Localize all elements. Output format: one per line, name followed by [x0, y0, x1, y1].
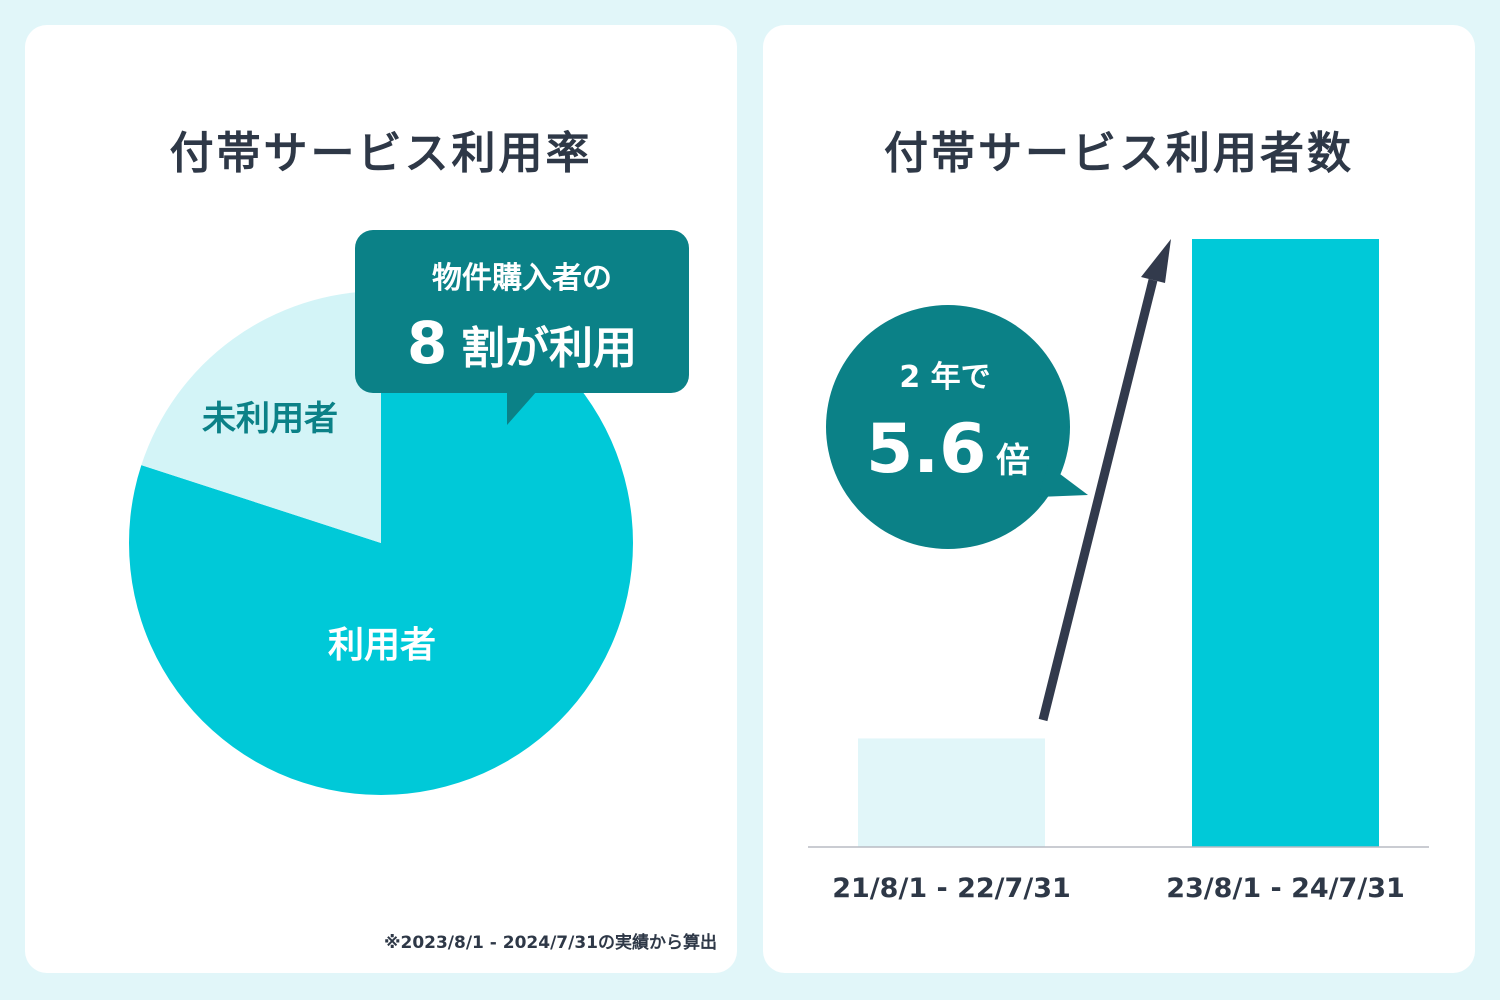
callout-bubble: 物件購入者の 8 割が利用	[355, 230, 689, 425]
badge-big-number: 5.6	[866, 410, 986, 489]
callout-big-number: 8	[407, 309, 447, 377]
bar-chart: 21/8/1 - 22/7/31 23/8/1 - 24/7/31 2 年で 5.…	[808, 239, 1429, 904]
callout-rest: 割が利用	[461, 323, 637, 374]
callout-line1: 物件購入者の	[432, 261, 612, 296]
slice-label-unused: 未利用者	[202, 399, 338, 439]
bar-1	[858, 738, 1045, 847]
badge-unit: 倍	[996, 441, 1030, 481]
growth-badge: 2 年で 5.6 倍	[826, 305, 1088, 549]
usage-rate-title: 付帯サービス利用率	[169, 128, 593, 179]
growth-arrow	[1038, 239, 1171, 722]
badge-line2: 5.6 倍	[866, 410, 1030, 489]
bar-labels: 21/8/1 - 22/7/31 23/8/1 - 24/7/31	[832, 873, 1405, 904]
bar-2	[1192, 239, 1379, 847]
pie-slice-unused	[141, 291, 381, 543]
bars	[858, 239, 1379, 847]
badge-line1: 2 年で	[899, 360, 990, 395]
slice-label-used: 利用者	[328, 625, 436, 666]
usage-rate-panel: 付帯サービス利用率 未利用者 利用者 物件購入者の 8 割が利用 ※2023/8…	[25, 25, 737, 973]
callout-line2: 8 割が利用	[407, 309, 637, 377]
bar-category-label-2: 23/8/1 - 24/7/31	[1166, 873, 1405, 904]
pie-chart: 未利用者 利用者 物件購入者の 8 割が利用	[128, 230, 689, 795]
bar-category-label-1: 21/8/1 - 22/7/31	[832, 873, 1071, 904]
footnote: ※2023/8/1 - 2024/7/31の実績から算出	[383, 933, 717, 953]
user-count-title: 付帯サービス利用者数	[884, 128, 1354, 179]
user-count-panel: 付帯サービス利用者数 21/8/1 - 22/7/31 23/8/1 - 24/7…	[763, 25, 1475, 973]
